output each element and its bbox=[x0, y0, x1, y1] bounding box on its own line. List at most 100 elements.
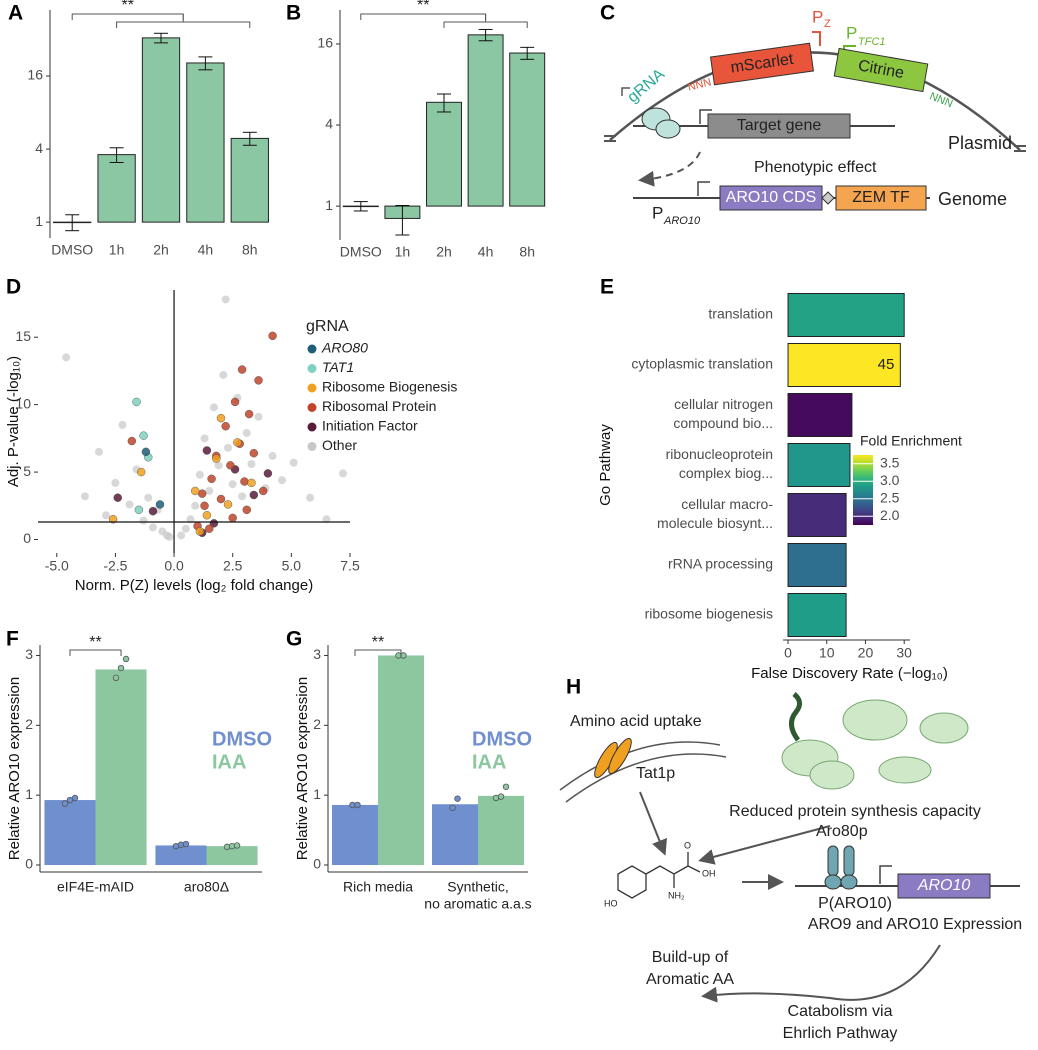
buildup-label: Build-up of bbox=[652, 949, 729, 966]
point bbox=[228, 513, 237, 523]
replicate-point bbox=[497, 793, 505, 800]
y-tick-label: 10 bbox=[15, 395, 31, 411]
point bbox=[242, 428, 251, 437]
bar bbox=[230, 137, 269, 223]
atom: OH bbox=[702, 868, 716, 878]
y-tick-label: 0 bbox=[23, 530, 31, 546]
y-tick-label: 2 bbox=[25, 716, 33, 732]
reduced-label: Reduced protein synthesis capacity bbox=[729, 803, 981, 820]
bar bbox=[206, 846, 258, 866]
zem-box bbox=[835, 185, 927, 211]
legend-label: Other bbox=[322, 437, 357, 453]
x-tick-label: 2h bbox=[153, 242, 169, 258]
promoter-label: P bbox=[652, 203, 663, 222]
significance-bracket bbox=[71, 13, 184, 20]
x-tick-label: Rich media bbox=[343, 879, 413, 895]
significance-bracket bbox=[360, 13, 487, 20]
legend-swatch bbox=[307, 344, 317, 354]
y-axis-label: Go Pathway bbox=[597, 424, 614, 506]
effect-label: Phenotypic effect bbox=[754, 159, 877, 176]
x-tick-label: -2.5 bbox=[103, 558, 127, 574]
point bbox=[209, 519, 219, 528]
point bbox=[94, 447, 103, 456]
promoter-label: P(ARO10) bbox=[818, 895, 892, 912]
point bbox=[247, 459, 256, 468]
y-tick-label: molecule biosynt... bbox=[657, 515, 773, 531]
x-axis-label: False Discovery Rate (−log₁₀) bbox=[751, 665, 948, 682]
legend-label: DMSO bbox=[472, 728, 532, 750]
point bbox=[102, 511, 111, 520]
atom: O bbox=[684, 840, 691, 850]
x-tick-label: DMSO bbox=[51, 242, 93, 258]
bar bbox=[332, 804, 378, 866]
y-tick-label: 4 bbox=[35, 140, 43, 156]
point bbox=[247, 478, 256, 488]
panel-label: H bbox=[566, 676, 581, 699]
y-tick-label: 1 bbox=[35, 213, 43, 229]
point bbox=[148, 523, 157, 532]
plasmid-arc bbox=[609, 51, 1021, 151]
point bbox=[111, 478, 120, 487]
replicate-point bbox=[354, 801, 361, 809]
point bbox=[113, 493, 122, 502]
point bbox=[186, 515, 195, 524]
x-tick-label: 7.5 bbox=[340, 558, 360, 574]
point bbox=[259, 486, 268, 496]
buildup-label: Aromatic AA bbox=[646, 971, 734, 988]
y-axis-label: Relative ARO10 expression bbox=[6, 677, 23, 860]
x-tick-label: 8h bbox=[519, 244, 535, 260]
x-tick-label: aro80Δ bbox=[184, 879, 229, 895]
significance-label: ** bbox=[417, 0, 429, 14]
aro80-dimer bbox=[840, 874, 858, 890]
point bbox=[148, 506, 158, 516]
atom: HO bbox=[604, 898, 618, 908]
y-tick-label: cytoplasmic translation bbox=[631, 356, 773, 372]
significance-label: ** bbox=[372, 634, 384, 651]
linker-label: NNN bbox=[687, 76, 713, 93]
point bbox=[134, 505, 144, 515]
bar bbox=[787, 343, 901, 387]
point bbox=[226, 461, 235, 470]
x-tick-label: eIF4E-mAID bbox=[57, 879, 134, 895]
aro80-dimer bbox=[824, 874, 842, 890]
point bbox=[198, 489, 207, 498]
promoter-arrow bbox=[697, 181, 710, 196]
legend-swatch bbox=[307, 403, 317, 412]
legend-label: ARO80 bbox=[321, 340, 368, 356]
bar bbox=[44, 800, 96, 866]
point bbox=[144, 493, 153, 502]
bar bbox=[426, 101, 462, 207]
x-tick-label: 0.0 bbox=[164, 558, 184, 574]
colorbar-label: 3.5 bbox=[880, 454, 900, 470]
significance-bracket bbox=[443, 21, 528, 28]
point bbox=[132, 397, 141, 407]
linker bbox=[821, 191, 835, 205]
x-tick-label: Synthetic, bbox=[447, 879, 508, 895]
point bbox=[223, 500, 233, 509]
point bbox=[228, 480, 237, 489]
point bbox=[230, 397, 240, 407]
expression-label: ARO9 and ARO10 Expression bbox=[808, 916, 1022, 933]
x-tick-label: 1h bbox=[109, 242, 125, 258]
bar bbox=[787, 493, 847, 537]
linker-label: NNN bbox=[928, 90, 955, 110]
point bbox=[254, 376, 263, 385]
y-tick-label: 1 bbox=[313, 786, 321, 802]
colorbar-title: Fold Enrichment bbox=[860, 433, 962, 449]
cas-protein bbox=[655, 119, 681, 139]
membrane bbox=[565, 753, 727, 803]
replicate-point bbox=[233, 842, 241, 849]
bar bbox=[478, 795, 524, 866]
ribosome bbox=[919, 712, 969, 744]
molecule bbox=[617, 865, 647, 899]
promoter-sub: ARO10 bbox=[663, 215, 701, 227]
promoter-label: P bbox=[812, 7, 823, 26]
x-tick-label: 30 bbox=[896, 645, 912, 661]
point bbox=[219, 370, 228, 379]
point bbox=[240, 477, 249, 486]
point bbox=[205, 524, 214, 533]
y-tick-label: 3 bbox=[25, 646, 33, 662]
x-tick-label: 10 bbox=[819, 645, 835, 661]
promoter-arrow bbox=[812, 31, 821, 46]
